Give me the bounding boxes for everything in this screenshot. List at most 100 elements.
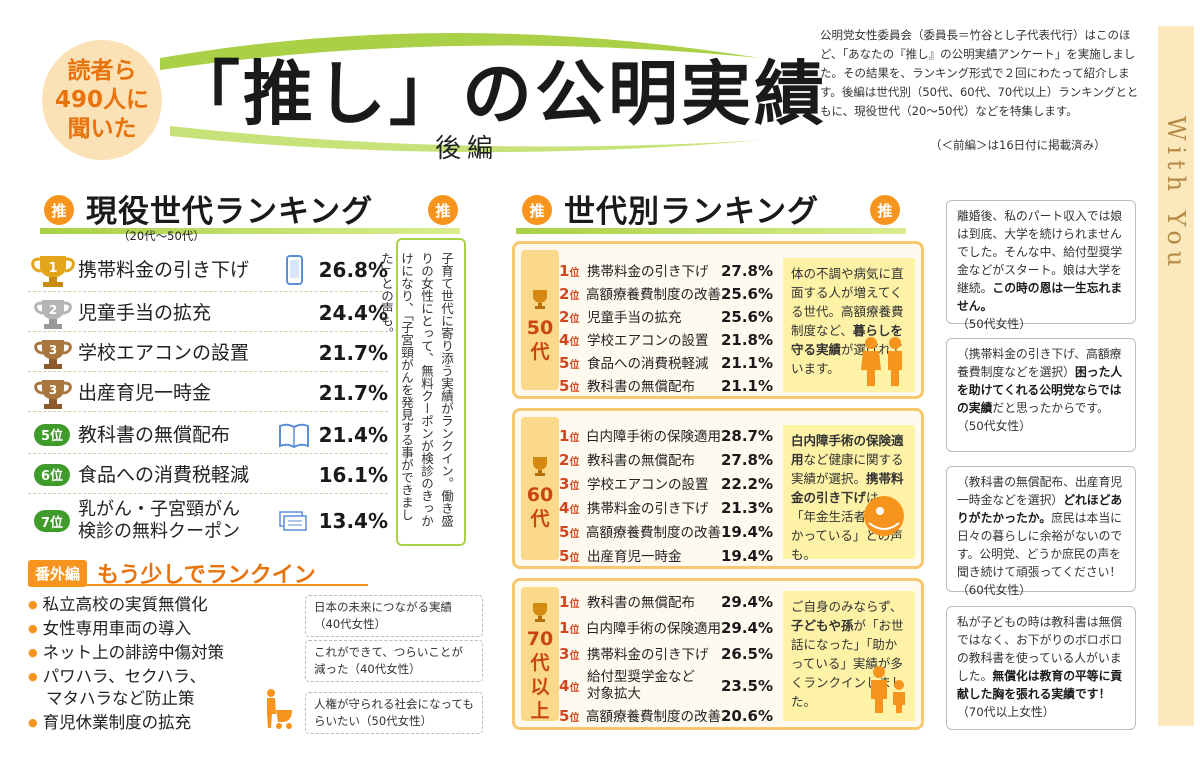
rank-item: 学校エアコンの設置: [78, 341, 250, 364]
gen-item: 学校エアコンの設置: [587, 477, 709, 493]
generation-row: 5位 食品への消費税軽減 21.1%: [559, 352, 773, 372]
current-rank-row: 2 児童手当の拡充 24.4%: [28, 294, 388, 332]
rank-percent: 16.1%: [318, 462, 388, 487]
gen-percent: 22.2%: [720, 475, 773, 493]
voice-author: （50代女性）: [957, 317, 1031, 331]
gen-percent: 21.1%: [720, 377, 773, 395]
gen-item: 白内障手術の保険適用: [585, 621, 721, 637]
bronze-trophy-icon: 3: [34, 339, 72, 369]
couple-icon: [861, 337, 902, 386]
gen-percent: 29.4%: [720, 619, 773, 637]
gen-percent: 27.8%: [720, 262, 773, 280]
rank-pill: 5位: [34, 423, 70, 446]
generation-label-part: 代: [530, 508, 550, 530]
generation-label-part: 代: [530, 341, 550, 363]
current-rank-row: 1 携帯料金の引き下げ 26.8%: [28, 248, 388, 292]
generation-row: 1位 教科書の無償配布 29.4%: [559, 591, 773, 611]
generation-row: 1位 白内障手術の保険適用 28.7%: [559, 425, 773, 445]
generation-label-part: 70: [526, 628, 554, 650]
gen-item: 携帯料金の引き下げ: [587, 501, 709, 517]
oshi-badge: 推: [428, 195, 458, 225]
current-rank-row: 3 学校エアコンの設置 21.7%: [28, 334, 388, 372]
generation-label-part: 代: [530, 652, 550, 674]
generation-row: 3位 携帯料金の引き下げ 26.5%: [559, 643, 773, 663]
generation-row: 5位 高額療養費制度の改善 20.6%: [559, 705, 773, 725]
gen-item: 高額療養費制度の改善: [585, 287, 721, 303]
reader-badge: 読者ら 490人に 聞いた: [42, 40, 162, 160]
generation-row: 5位 出産育児一時金 19.4%: [559, 545, 773, 565]
gen-percent: 21.8%: [720, 331, 773, 349]
generation-ranking-title: 世代別ランキング: [564, 194, 820, 230]
generation-note-60s: 白内障手術の保険適用など健康に関する実績が選択。携帯料金の引き下げは、「年金生活…: [783, 425, 915, 562]
bangai-item: 私立高校の実質無償化: [28, 594, 208, 616]
rank-item: 児童手当の拡充: [78, 301, 212, 324]
gen-item: 携帯料金の引き下げ: [587, 264, 709, 280]
gen-item: 出産育児一時金: [587, 549, 682, 565]
voice-card: （携帯料金の引き下げ、高額療養費制度などを選択）困った人を助けてくれる公明党なら…: [946, 338, 1136, 452]
generation-label-part: 60: [526, 484, 554, 506]
generation-row: 2位 高額療養費制度の改善 25.6%: [559, 283, 773, 303]
rank-pill: 7位: [34, 510, 70, 532]
generation-row: 1位 携帯料金の引き下げ 27.8%: [559, 260, 773, 280]
gen-percent: 26.5%: [720, 645, 773, 663]
bronze-trophy-icon: 3: [34, 379, 72, 409]
gen-percent: 25.6%: [720, 285, 773, 303]
gen-rank: 5位: [559, 523, 580, 541]
rank-item: 教科書の無償配布: [78, 423, 231, 446]
current-rank-row: 3 出産育児一時金 21.7%: [28, 374, 388, 412]
gen-percent: 25.6%: [720, 308, 773, 326]
bangai-item: ネット上の誹謗中傷対策: [28, 642, 225, 664]
oshi-badge: 推: [870, 195, 900, 225]
gen-item: 食品への消費税軽減: [587, 356, 709, 372]
rank-number: 3: [49, 343, 57, 357]
gen-item: 高額療養費制度の改善: [585, 525, 721, 541]
gen-percent: 27.8%: [720, 451, 773, 469]
gen-percent: 28.7%: [720, 427, 773, 445]
rank-percent: 21.7%: [318, 340, 388, 365]
badge-line-1: 読者ら: [67, 57, 137, 84]
bangai-item-continued: マタハラなど防止策: [46, 689, 195, 708]
gen-item: 白内障手術の保険適用: [585, 429, 721, 445]
generation-box-50s: 50 代 1位 携帯料金の引き下げ 27.8% 2位 高額療養費制度の改善 25.6% …: [512, 241, 924, 399]
generation-label: 70 代 以 上: [525, 627, 555, 723]
trophy-icon: [533, 603, 547, 622]
bangai-underline: [28, 584, 368, 586]
generation-label: 50 代: [525, 316, 555, 364]
gen-rank: 1位: [559, 619, 580, 637]
oshi-badge: 推: [522, 195, 552, 225]
title-underline: [516, 228, 906, 234]
bangai-title: もう少しでランクイン: [97, 563, 316, 588]
gen-rank: 5位: [559, 354, 580, 372]
with-you-strip: With You: [1158, 26, 1194, 726]
generation-note-70s: ご自身のみならず、子どもや孫が「お世話になった」「助かっている」実績が多くランク…: [783, 591, 915, 721]
gen-rank: 3位: [559, 475, 580, 493]
gen-item: 教科書の無償配布: [587, 453, 695, 469]
bangai-comment: 日本の未来につながる実績（40代女性）: [305, 595, 483, 637]
current-rank-row: 7位 乳がん・子宮頸がん 検診の無料クーポン 13.4%: [28, 496, 388, 546]
generation-label-part: 50: [526, 317, 554, 339]
gen-rank: 4位: [559, 331, 580, 349]
bangai-item: 女性専用車両の導入: [28, 618, 192, 640]
voice-card: 私が子どもの時は教科書は無償ではなく、お下がりのボロボロの教科書を使っている人が…: [946, 606, 1136, 730]
gen-rank: 5位: [559, 377, 580, 395]
current-rank-row: 6位 食品への消費税軽減 16.1%: [28, 456, 388, 494]
gen-item: 教科書の無償配布: [587, 595, 695, 611]
generation-label-part: 上: [530, 700, 550, 722]
generation-row: 5位 教科書の無償配布 21.1%: [559, 375, 773, 395]
gen-rank: 2位: [559, 451, 580, 469]
gen-rank: 5位: [559, 707, 580, 725]
badge-line-3: 聞いた: [67, 115, 137, 142]
oshi-badge: 推: [44, 195, 74, 225]
gen-percent: 21.1%: [720, 354, 773, 372]
stroller-parent-icon: [267, 689, 292, 729]
gen-rank: 4位: [559, 499, 580, 517]
voice-author: （60代女性）: [957, 583, 1031, 597]
rank-item: 携帯料金の引き下げ: [78, 258, 250, 281]
gen-rank: 3位: [559, 645, 580, 663]
voice-author: （70代以上女性）: [957, 705, 1055, 719]
gen-item: 高額療養費制度の改善: [585, 709, 721, 725]
bangai-item: パワハラ、セクハラ、: [28, 666, 206, 688]
gen-percent: 19.4%: [720, 523, 773, 541]
bangai-comment: 人権が守られる社会になってもらいたい（50代女性）: [305, 692, 483, 734]
generation-side: [521, 417, 559, 560]
